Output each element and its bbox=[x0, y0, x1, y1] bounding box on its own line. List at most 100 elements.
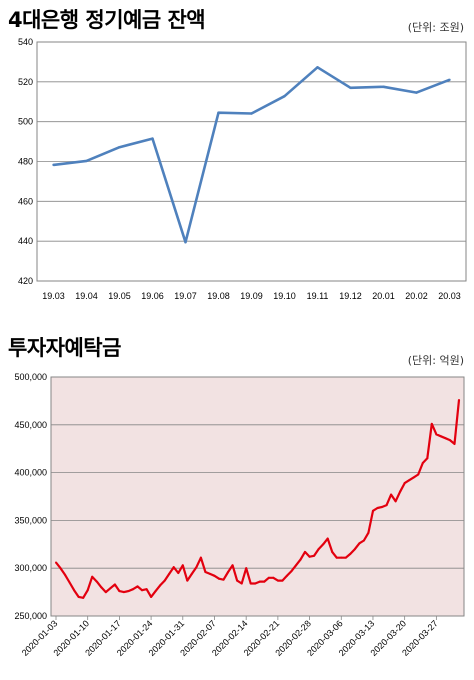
chart2-data-point bbox=[281, 579, 284, 582]
chart2-data-point bbox=[385, 504, 388, 507]
chart2-data-point bbox=[362, 539, 365, 542]
chart1-x-tick-label: 19.03 bbox=[42, 291, 65, 301]
chart1-y-tick-label: 480 bbox=[18, 157, 33, 167]
chart2-data-point bbox=[95, 580, 98, 583]
chart2-data-point bbox=[172, 566, 175, 569]
chart2-data-point bbox=[308, 555, 311, 558]
chart2-y-tick-label: 450,000 bbox=[14, 420, 47, 430]
chart1-title: 4대은행 정기예금 잔액 bbox=[8, 8, 206, 32]
chart2-data-point bbox=[100, 586, 103, 589]
chart2-data-point bbox=[358, 542, 361, 545]
chart1-y-tick-label: 520 bbox=[18, 77, 33, 87]
chart2-data-point bbox=[82, 596, 85, 599]
chart2-data-point bbox=[403, 482, 406, 485]
chart1-y-tick-label: 460 bbox=[18, 196, 33, 206]
chart2-data-point bbox=[68, 581, 71, 584]
chart2-data-point bbox=[448, 439, 451, 442]
chart1-x-tick-label: 20.03 bbox=[438, 291, 461, 301]
chart2-unit: (단위: 억원) bbox=[407, 354, 464, 367]
chart2-data-point bbox=[313, 554, 316, 557]
chart2-data-point bbox=[435, 433, 438, 436]
chart2-plot-area bbox=[50, 376, 465, 617]
chart2-data-point bbox=[326, 537, 329, 540]
chart2-title: 투자자예탁금 bbox=[8, 336, 121, 360]
chart2-data-point bbox=[353, 548, 356, 551]
chart2-data-point bbox=[299, 558, 302, 561]
chart2-data-point bbox=[371, 509, 374, 512]
chart1-data-point bbox=[85, 159, 88, 163]
chart2-data-point bbox=[412, 476, 415, 479]
chart2-data-point bbox=[145, 588, 148, 591]
chart2-data-point bbox=[204, 571, 207, 574]
chart1-data-point bbox=[316, 66, 319, 69]
chart1-x-tick-label: 19.08 bbox=[207, 291, 230, 301]
chart2-data-point bbox=[426, 457, 429, 460]
chart2-data-point bbox=[381, 506, 384, 509]
chart2-data-point bbox=[290, 570, 293, 573]
chart1-x-tick-label: 19.07 bbox=[174, 291, 197, 301]
chart1-data-point bbox=[118, 145, 121, 149]
chart2-data-point bbox=[181, 564, 184, 567]
chart1-x-tick-label: 19.11 bbox=[307, 291, 329, 301]
chart2-data-point bbox=[335, 556, 338, 559]
chart1-svg: 420 440 460 480 500 520 540 19.03 19.04 19.05 19.0… bbox=[18, 37, 467, 301]
chart2-data-point bbox=[59, 567, 62, 570]
chart2-data-point bbox=[77, 595, 80, 598]
chart1-x-tick-label: 19.10 bbox=[273, 291, 296, 301]
chart1-data-point bbox=[382, 85, 385, 89]
chart1-x-tick-label: 19.04 bbox=[75, 291, 98, 301]
chart2-data-point bbox=[367, 531, 370, 534]
chart2-data-point bbox=[91, 575, 94, 578]
chart1-y-tick-label: 420 bbox=[18, 276, 33, 286]
chart2-data-point bbox=[186, 579, 189, 582]
chart2-data-point bbox=[136, 585, 139, 588]
chart2-data-point bbox=[272, 576, 275, 579]
chart2-data-point bbox=[285, 574, 288, 577]
chart2-data-point bbox=[294, 564, 297, 567]
chart2-data-point bbox=[439, 435, 442, 438]
chart2-data-point bbox=[113, 583, 116, 586]
chart2-data-point bbox=[208, 572, 211, 575]
chart2-data-point bbox=[430, 422, 433, 425]
chart2-data-point bbox=[199, 556, 202, 559]
chart2-data-point bbox=[64, 573, 67, 576]
chart2-data-point bbox=[258, 580, 261, 583]
chart2-data-point bbox=[73, 589, 76, 592]
chart2-data-point bbox=[263, 580, 266, 583]
chart2-data-point bbox=[104, 591, 107, 594]
chart2-data-point bbox=[177, 571, 180, 574]
chart2-data-point bbox=[150, 595, 153, 598]
chart1-x-tick-label: 20.01 bbox=[372, 291, 395, 301]
chart1-data-point bbox=[349, 86, 352, 90]
chart1-unit: (단위: 조원) bbox=[407, 21, 464, 34]
chart1-data-point bbox=[217, 111, 220, 114]
chart2-data-point bbox=[141, 589, 144, 592]
chart2-data-point bbox=[322, 543, 325, 546]
chart2-data-point bbox=[131, 588, 134, 591]
chart1-data-point bbox=[283, 94, 286, 98]
chart2-data-point bbox=[267, 576, 270, 579]
chart1-x-tick-label: 20.02 bbox=[405, 291, 428, 301]
chart1-data-point bbox=[184, 240, 187, 244]
chart1-y-tick-label: 440 bbox=[18, 236, 33, 246]
chart2-data-point bbox=[458, 398, 460, 401]
chart1-data-point bbox=[448, 78, 451, 82]
chart1-x-tick-label: 19.12 bbox=[339, 291, 362, 301]
chart1-x-tick-label: 19.05 bbox=[108, 291, 131, 301]
chart2-data-point bbox=[86, 589, 89, 592]
chart2-data-point bbox=[109, 587, 112, 590]
chart2-data-point bbox=[276, 579, 279, 582]
chart2-data-point bbox=[122, 591, 125, 594]
chart2-data-point bbox=[344, 556, 347, 559]
chart2-data-point bbox=[394, 500, 397, 503]
chart2-data-point bbox=[331, 550, 334, 553]
chart2-data-point bbox=[444, 437, 447, 440]
chart2-data-point bbox=[218, 577, 221, 580]
chart2-data-point bbox=[154, 590, 157, 593]
chart2-y-tick-label: 500,000 bbox=[14, 372, 47, 382]
chart2-data-point bbox=[190, 572, 193, 575]
chart1-y-tick-label: 540 bbox=[18, 37, 33, 47]
chart2-data-point bbox=[222, 578, 225, 581]
chart2-data-point bbox=[236, 579, 239, 582]
